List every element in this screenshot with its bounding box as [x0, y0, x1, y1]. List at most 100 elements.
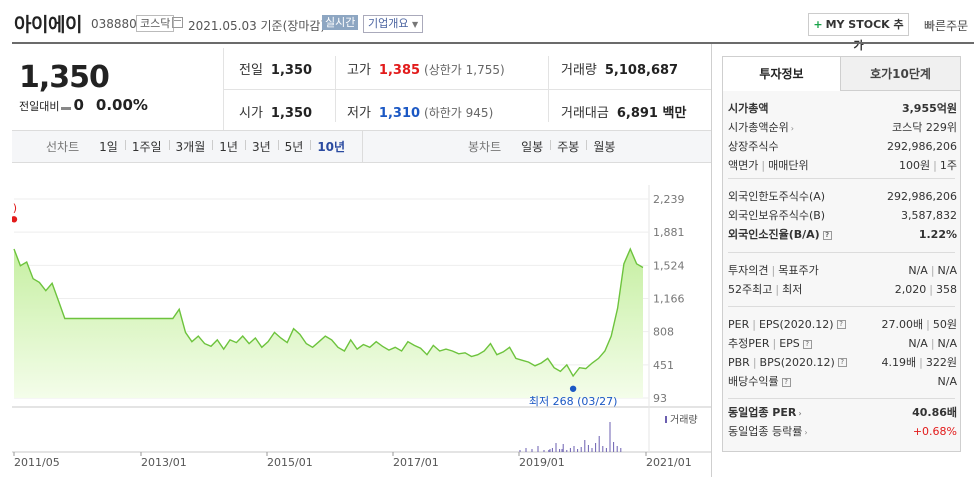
foreign-hold-value: 3,587,832 — [901, 208, 957, 222]
x-tick-label: 2019/01 — [519, 456, 565, 469]
stock-name: 아이에이 — [14, 14, 82, 36]
pbr-value: 4.19배 — [881, 356, 917, 369]
volume-label: 거래량 — [561, 63, 597, 78]
divider — [362, 131, 363, 162]
dividend-value: N/A — [937, 374, 957, 388]
min-marker — [569, 385, 577, 392]
price-box: 1,350 전일대비 0 0.00% — [12, 48, 223, 130]
y-tick-label: 808 — [653, 326, 674, 339]
eps-label: EPS(2020.12) — [758, 317, 834, 331]
volume-label: 거래량 — [670, 414, 698, 426]
period-1d[interactable]: 1일 — [99, 140, 118, 154]
x-tick-label: 2021/01 — [646, 456, 692, 469]
change-row: 전일대비 0 0.00% — [19, 96, 148, 114]
market-cap-rank-label: 시가총액순위 — [728, 121, 789, 134]
period-3y[interactable]: 3년 — [244, 138, 278, 155]
est-eps-label: EPS — [779, 337, 800, 350]
period-1w[interactable]: 1주일 — [124, 138, 169, 155]
period-10y[interactable]: 10년 — [310, 138, 352, 155]
target-label: 목표주가 — [778, 264, 819, 277]
open-label: 시가 — [239, 106, 263, 121]
w52-low-label: 최저 — [782, 283, 803, 296]
low-value: 1,310 — [378, 106, 421, 121]
line-chart-group: 선차트 1일 1주일 3개월 1년 3년 5년 10년 — [46, 131, 352, 162]
row-est-per: 추정PER | EPS? N/A | N/A — [728, 336, 957, 351]
company-info-label: 기업개요 — [368, 17, 409, 30]
bps-label: BPS(2020.12) — [759, 355, 835, 369]
row-par: 액면가 | 매매단위 100원 | 1주 — [728, 159, 957, 172]
open-value: 1,350 — [270, 106, 313, 121]
high-label: 고가 — [347, 63, 371, 78]
trade-unit-label: 매매단위 — [768, 159, 809, 172]
foreign-ratio-label: 외국인소진율(B/A) — [728, 228, 820, 241]
row-foreign-ratio: 외국인소진율(B/A)? 1.22% — [728, 225, 957, 243]
row-sector-chg: 동일업종 등락률 › +0.68% — [728, 422, 957, 440]
est-per-label: 추정PER — [728, 337, 770, 350]
help-icon[interactable]: ? — [837, 358, 847, 367]
foreign-ratio-value: 1.22% — [918, 227, 957, 241]
help-icon[interactable]: ? — [781, 377, 791, 387]
candle-chart-label: 봉차트 — [468, 140, 502, 154]
mystock-add-button[interactable]: + MY STOCK 추가 — [808, 13, 909, 52]
dividend-label: 배당수익률 — [728, 375, 779, 388]
per-label: PER — [728, 317, 750, 331]
divider — [728, 398, 955, 399]
stat-open: 시가 1,350 — [239, 102, 312, 121]
y-tick-label: 451 — [653, 359, 674, 372]
market-badge: 코스닥 — [136, 15, 175, 32]
help-icon[interactable]: ? — [836, 320, 846, 329]
current-price: 1,350 — [19, 60, 110, 95]
price-line — [13, 247, 644, 378]
sector-chg-value: +0.68% — [912, 424, 957, 438]
amount-label: 거래대금 — [561, 106, 609, 121]
candle-monthly[interactable]: 월봉 — [586, 138, 622, 155]
volume-value: 5,108,687 — [604, 63, 679, 78]
tab-order-book[interactable]: 호가10단계 — [841, 57, 960, 91]
period-1y[interactable]: 1년 — [212, 138, 245, 155]
period-5y[interactable]: 5년 — [277, 138, 311, 155]
realtime-button[interactable]: 실시간 — [322, 15, 359, 30]
candle-weekly[interactable]: 주봉 — [550, 138, 586, 155]
w52-low-value: 358 — [936, 282, 957, 296]
max-marker — [12, 216, 18, 223]
change-percent: 0.00% — [95, 96, 148, 114]
base-date: 2021.05.03 기준(장마감) — [188, 19, 326, 33]
w52-high-label: 52주최고 — [728, 283, 773, 296]
opinion-label: 투자의견 — [728, 264, 769, 277]
trade-unit-value: 1주 — [939, 159, 957, 172]
row-shares: 상장주식수 292,986,206 — [728, 137, 957, 155]
row-market-cap-rank: 시가총액순위 › 코스닥 229위 — [728, 118, 957, 136]
price-chart-svg: 2,239 1,881 1,524 1,166 808 451 93 최고 2,020 (02… — [12, 185, 711, 469]
period-3m[interactable]: 3개월 — [168, 138, 213, 155]
bps-value: 322원 — [925, 356, 957, 369]
target-value: N/A — [937, 263, 957, 277]
volume-legend-swatch — [665, 416, 667, 423]
mystock-label: MY STOCK 추가 — [825, 18, 904, 52]
prev-value: 1,350 — [270, 63, 313, 78]
help-icon[interactable]: ? — [802, 339, 812, 349]
price-chart[interactable]: 2,239 1,881 1,524 1,166 808 451 93 최고 2,020 (02… — [12, 165, 711, 477]
amount-value: 6,891 백만 — [616, 106, 687, 121]
row-opinion: 투자의견 | 목표주가 N/A | N/A — [728, 263, 957, 278]
help-icon[interactable]: ? — [822, 230, 832, 240]
est-per-value: N/A — [908, 336, 928, 350]
y-tick-label: 1,881 — [653, 226, 685, 239]
x-tick-label: 2017/01 — [393, 456, 439, 469]
upper-limit: (상한가 1,755) — [424, 63, 505, 77]
opinion-value: N/A — [908, 263, 928, 277]
divider — [728, 306, 955, 307]
header-divider — [12, 42, 974, 44]
market-cap-rank-value: 코스닥 229위 — [892, 121, 957, 134]
low-label: 저가 — [347, 106, 371, 121]
shares-value: 292,986,206 — [887, 139, 957, 153]
row-foreign-limit: 외국인한도주식수(A) 292,986,206 — [728, 187, 957, 205]
fast-order-link[interactable]: 빠른주문 — [924, 19, 969, 33]
investment-panel: 투자정보 호가10단계 시가총액 3,955억원 시가총액순위 › 코스닥 229… — [722, 56, 961, 452]
price-area-fill — [14, 249, 643, 398]
divider — [728, 178, 955, 179]
candle-daily[interactable]: 일봉 — [521, 140, 544, 154]
tab-investment-info[interactable]: 투자정보 — [723, 57, 841, 91]
per-value: 27.00배 — [881, 318, 924, 331]
company-info-dropdown[interactable]: 기업개요 ▼ — [363, 15, 424, 33]
y-tick-label: 1,524 — [653, 259, 685, 272]
